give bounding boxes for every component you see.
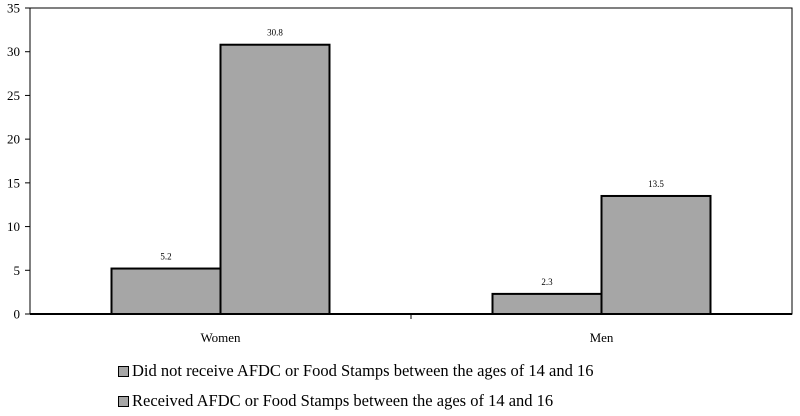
legend-swatch-did-not-receive [118, 365, 129, 377]
legend-label-did-not-receive: Did not receive AFDC or Food Stamps betw… [132, 361, 594, 380]
legend-item-did-not-receive: Did not receive AFDC or Food Stamps betw… [118, 356, 593, 386]
legend-item-received: Received AFDC or Food Stamps between the… [118, 386, 593, 416]
legend-label-received: Received AFDC or Food Stamps between the… [132, 391, 554, 410]
bar [600, 194, 712, 316]
bar [491, 292, 603, 315]
legend-swatch-received [118, 395, 129, 407]
x-tick-label: Women [200, 330, 241, 345]
y-tick-label: 25 [7, 88, 20, 103]
y-tick-label: 20 [7, 132, 20, 147]
data-label: 2.3 [541, 277, 553, 287]
y-tick-label: 10 [7, 219, 20, 234]
data-label: 30.8 [267, 28, 283, 38]
bars [110, 43, 712, 316]
data-label: 5.2 [160, 252, 171, 262]
bar [219, 43, 331, 315]
value-labels: 5.2 30.8 2.3 13.5 [160, 28, 664, 287]
y-tick-label: 35 [7, 1, 20, 16]
y-tick-label: 0 [14, 307, 21, 322]
x-tick-label: Men [590, 330, 614, 345]
y-tick-label: 15 [7, 175, 20, 190]
legend: Did not receive AFDC or Food Stamps betw… [118, 356, 593, 416]
y-tick-label: 5 [14, 263, 21, 278]
y-tick-label: 30 [7, 44, 20, 59]
data-label: 13.5 [648, 179, 664, 189]
x-axis: Women Men [30, 313, 792, 345]
bar [110, 267, 222, 315]
